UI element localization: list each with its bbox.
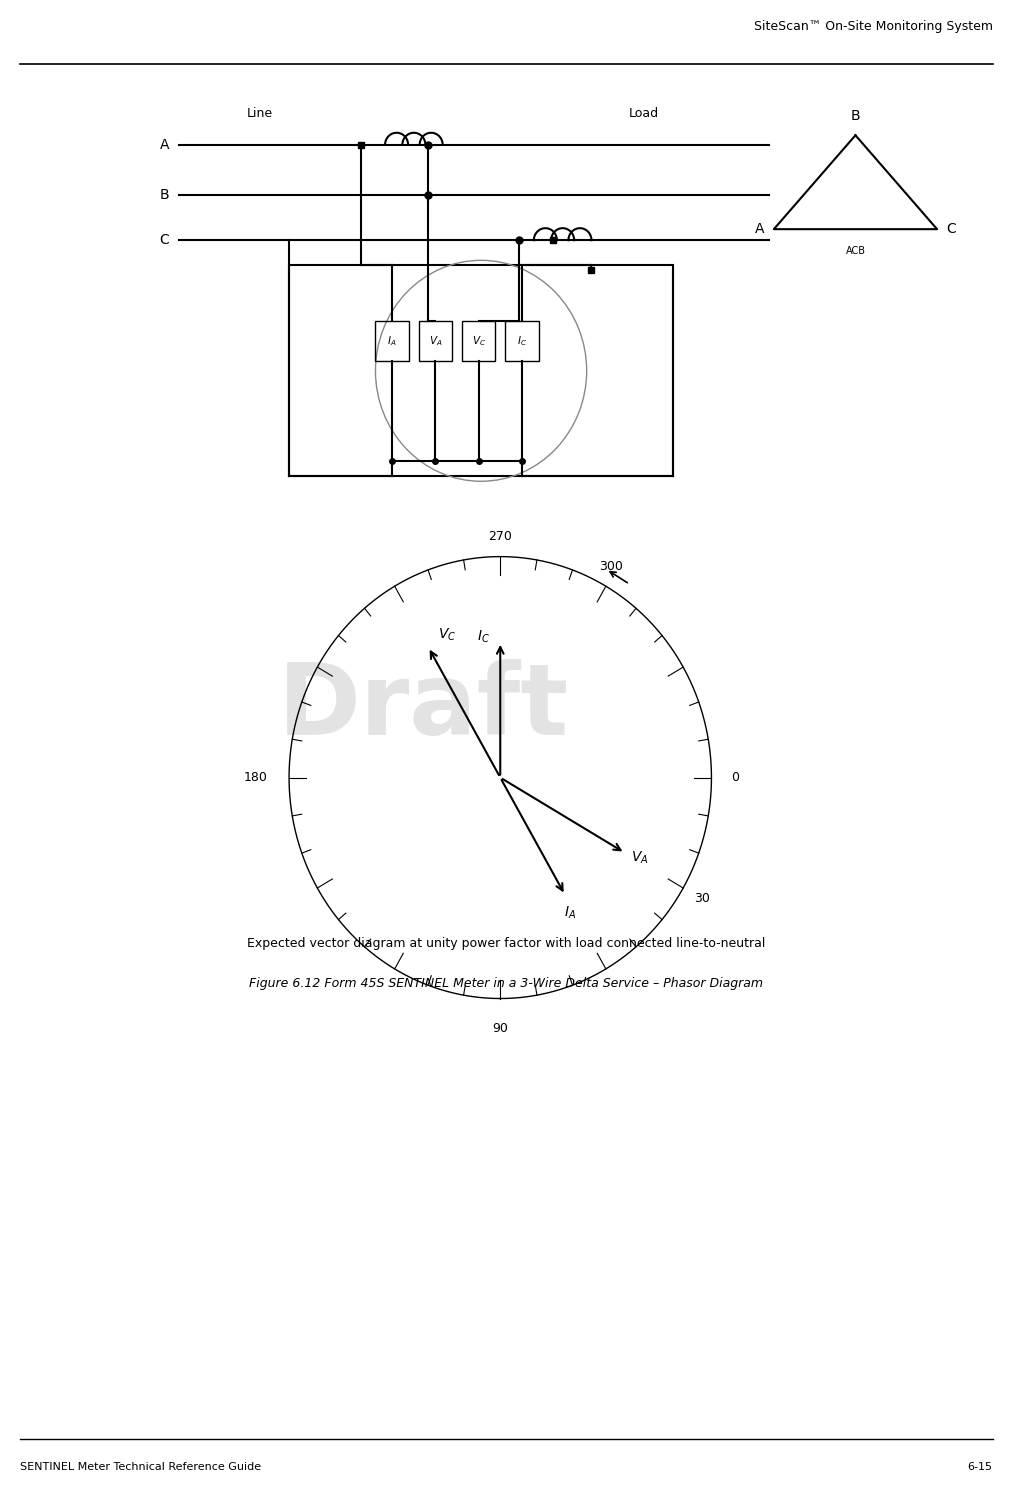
Text: 30: 30 [695, 891, 710, 904]
Text: $V_A$: $V_A$ [631, 849, 648, 866]
Text: 300: 300 [599, 560, 623, 572]
Text: A: A [160, 137, 169, 152]
Text: $V_A$: $V_A$ [428, 334, 443, 347]
Text: Figure 6.12 Form 45S SENTINEL Meter in a 3-Wire Delta Service – Phasor Diagram: Figure 6.12 Form 45S SENTINEL Meter in a… [249, 977, 763, 989]
Text: Expected vector diagram at unity power factor with load connected line-to-neutra: Expected vector diagram at unity power f… [247, 937, 765, 949]
Text: SENTINEL Meter Technical Reference Guide: SENTINEL Meter Technical Reference Guide [20, 1462, 261, 1472]
Text: $I_A$: $I_A$ [564, 904, 576, 921]
Text: $I_C$: $I_C$ [517, 334, 527, 347]
Text: $I_A$: $I_A$ [388, 334, 397, 347]
Text: 180: 180 [243, 770, 267, 784]
Bar [505, 320, 539, 361]
Text: 6-15: 6-15 [967, 1462, 993, 1472]
Text: 0: 0 [731, 770, 739, 784]
Text: Line: Line [247, 107, 274, 119]
Text: B: B [851, 109, 860, 124]
Text: $I_C$: $I_C$ [476, 629, 489, 645]
Text: 270: 270 [488, 530, 513, 542]
Bar [418, 320, 452, 361]
Text: A: A [755, 222, 764, 237]
Text: ACB: ACB [846, 246, 865, 256]
Text: SiteScan™ On-Site Monitoring System: SiteScan™ On-Site Monitoring System [754, 21, 993, 33]
Text: C: C [159, 234, 169, 247]
Text: $V_C$: $V_C$ [472, 334, 485, 347]
Text: Load: Load [629, 107, 659, 119]
Text: Draft: Draft [278, 659, 569, 755]
Text: $V_C$: $V_C$ [439, 627, 457, 644]
Bar [289, 265, 673, 477]
Text: 90: 90 [492, 1022, 509, 1036]
Bar [462, 320, 495, 361]
Text: B: B [159, 188, 169, 203]
Bar [376, 320, 409, 361]
Text: C: C [947, 222, 956, 237]
